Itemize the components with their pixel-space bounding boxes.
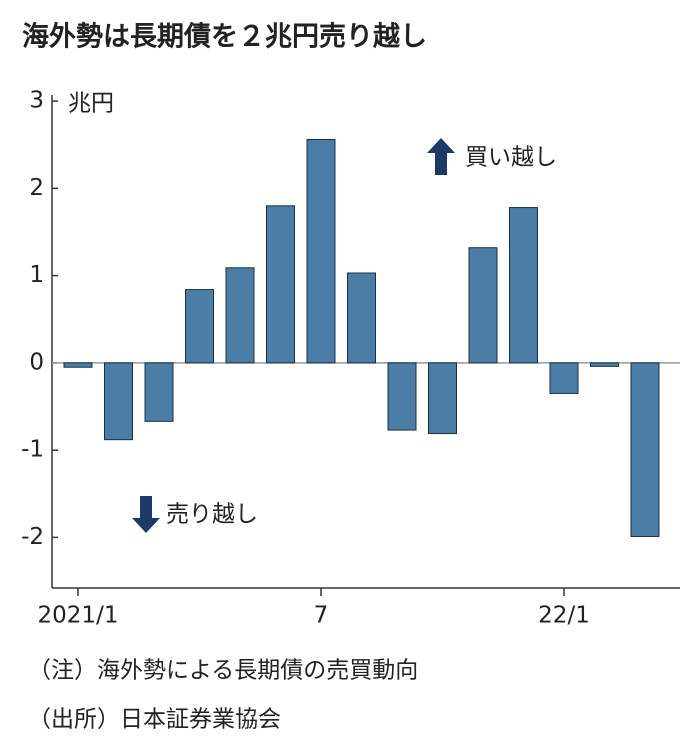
- y-tick-label: 0: [29, 349, 44, 375]
- bar: [266, 205, 295, 364]
- bar: [104, 362, 133, 441]
- annotation: 売り越し: [166, 502, 258, 528]
- up-arrow: [427, 138, 455, 175]
- chart-title: 海外勢は長期債を２兆円売り越し: [22, 22, 427, 53]
- bar: [347, 272, 376, 364]
- bar: [185, 289, 214, 364]
- bar: [549, 362, 579, 394]
- y-tick-label: -1: [21, 437, 44, 463]
- bar: [387, 362, 417, 431]
- bar: [225, 267, 255, 364]
- down-arrow: [132, 496, 160, 533]
- bar: [468, 247, 498, 364]
- annotation: 買い越し: [465, 145, 557, 171]
- y-tick-label: 1: [29, 262, 44, 288]
- bar: [306, 139, 336, 364]
- note: （出所）日本証券業協会: [28, 707, 281, 733]
- note: （注）海外勢による長期債の売買動向: [28, 658, 418, 684]
- x-tick-label: 2021/1: [38, 603, 119, 629]
- bar: [63, 362, 93, 368]
- y-unit: 兆円: [68, 91, 114, 117]
- x-tick-label: 7: [314, 603, 329, 629]
- bar: [144, 362, 174, 422]
- y-tick-label: 3: [29, 88, 44, 114]
- bar: [630, 362, 660, 538]
- y-tick-label: 2: [29, 175, 44, 201]
- bar: [590, 362, 619, 367]
- bar: [428, 362, 457, 435]
- x-tick-label: 22/1: [538, 603, 590, 629]
- bar: [509, 207, 538, 364]
- y-tick-label: -2: [21, 524, 44, 550]
